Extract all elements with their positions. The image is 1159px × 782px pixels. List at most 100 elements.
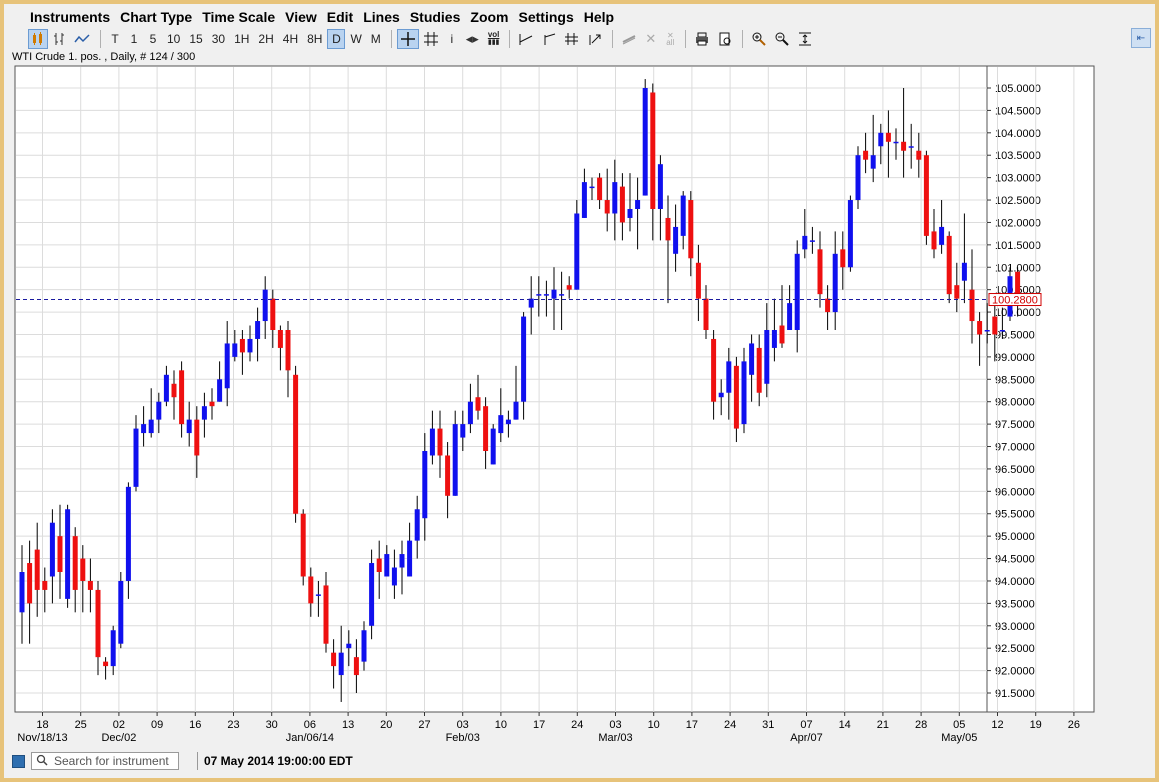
grid-icon[interactable] — [420, 29, 442, 49]
candle-body[interactable] — [688, 200, 694, 259]
candle-body[interactable] — [619, 186, 625, 223]
candle-body[interactable] — [490, 428, 496, 465]
chart-area[interactable]: 105.0000 104.5000 104.0000 103.5000 103.0000… — [12, 64, 1095, 747]
candle-body[interactable] — [847, 200, 853, 268]
candle-body[interactable] — [543, 294, 549, 296]
menu-time-scale[interactable]: Time Scale — [202, 9, 276, 25]
candle-body[interactable] — [703, 298, 709, 330]
candle-body[interactable] — [239, 338, 245, 353]
candle-body[interactable] — [726, 361, 732, 393]
candle-body[interactable] — [285, 330, 291, 371]
candle-body[interactable] — [589, 186, 595, 189]
candle-body[interactable] — [787, 303, 793, 330]
timeframe-tick[interactable]: T — [111, 32, 119, 46]
candle-body[interactable] — [270, 298, 276, 330]
candle-body[interactable] — [612, 182, 618, 214]
candle-body[interactable] — [103, 661, 109, 667]
timeframe-4h[interactable]: 4H — [282, 32, 299, 46]
candle-body[interactable] — [255, 321, 261, 339]
candle-body[interactable] — [771, 330, 777, 348]
channel-icon[interactable] — [561, 29, 583, 49]
candle-body[interactable] — [498, 415, 504, 434]
candle-body[interactable] — [939, 226, 945, 245]
candle-body[interactable] — [399, 554, 405, 568]
candle-body[interactable] — [657, 164, 663, 209]
candle-body[interactable] — [57, 536, 63, 572]
arrow-tool-icon[interactable] — [584, 29, 606, 49]
candle-body[interactable] — [855, 155, 861, 201]
print-preview-icon[interactable] — [714, 29, 736, 49]
candle-body[interactable] — [125, 486, 131, 581]
candle-body[interactable] — [201, 406, 207, 420]
candle-body[interactable] — [232, 343, 238, 357]
timeframe-5m[interactable]: 5 — [149, 32, 157, 46]
candle-body[interactable] — [300, 513, 306, 577]
candle-body[interactable] — [802, 235, 808, 250]
candle-body[interactable] — [80, 558, 86, 581]
candle-body[interactable] — [445, 455, 451, 496]
menu-zoom[interactable]: Zoom — [470, 9, 509, 25]
candle-body[interactable] — [817, 249, 823, 295]
candle-body[interactable] — [521, 316, 527, 402]
candle-body[interactable] — [665, 217, 671, 241]
timeframe-15m[interactable]: 15 — [189, 32, 203, 46]
candle-body[interactable] — [27, 563, 33, 604]
candle-body[interactable] — [992, 316, 998, 335]
candle-body[interactable] — [141, 424, 147, 434]
candle-body[interactable] — [475, 397, 481, 411]
candle-body[interactable] — [19, 572, 25, 613]
candle-body[interactable] — [749, 343, 755, 375]
zoom-in-icon[interactable] — [748, 29, 770, 49]
candle-body[interactable] — [369, 563, 375, 626]
candle-body[interactable] — [961, 262, 967, 281]
candle-body[interactable] — [429, 428, 435, 456]
candle-body[interactable] — [315, 594, 321, 596]
candle-body[interactable] — [825, 298, 831, 313]
print-icon[interactable] — [691, 29, 713, 49]
timeframe-10m[interactable]: 10 — [167, 32, 181, 46]
candle-body[interactable] — [901, 141, 907, 151]
expand-horizontal-icon[interactable]: ◂▸ — [465, 31, 479, 46]
ray-line-icon[interactable] — [538, 29, 560, 49]
candle-body[interactable] — [946, 235, 952, 295]
candle-body[interactable] — [277, 330, 283, 348]
menu-studies[interactable]: Studies — [409, 9, 461, 25]
candle-body[interactable] — [391, 567, 397, 586]
candle-body[interactable] — [718, 392, 724, 398]
timeframe-1m[interactable]: 1 — [130, 32, 138, 46]
menu-settings[interactable]: Settings — [518, 9, 574, 25]
candle-body[interactable] — [870, 155, 876, 169]
candle-body[interactable] — [49, 522, 55, 577]
candle-body[interactable] — [528, 298, 534, 308]
candle-body[interactable] — [376, 558, 382, 572]
panel-toggle-icon[interactable]: ⇤ — [1131, 28, 1151, 48]
candle-body[interactable] — [156, 401, 162, 420]
menu-chart-type[interactable]: Chart Type — [120, 9, 193, 25]
candle-body[interactable] — [331, 652, 337, 667]
candle-body[interactable] — [87, 580, 93, 590]
candle-body[interactable] — [916, 150, 922, 160]
candle-body[interactable] — [353, 657, 359, 676]
candle-body[interactable] — [604, 200, 610, 214]
menu-instruments[interactable]: Instruments — [30, 9, 111, 25]
candle-body[interactable] — [673, 226, 679, 254]
candle-body[interactable] — [384, 554, 390, 577]
crosshair-icon[interactable] — [396, 29, 419, 49]
fit-vertical-icon[interactable] — [794, 29, 816, 49]
candle-body[interactable] — [779, 325, 785, 344]
candle-body[interactable] — [885, 132, 891, 142]
candle-body[interactable] — [977, 321, 983, 335]
menu-lines[interactable]: Lines — [363, 9, 400, 25]
timeframe-30m[interactable]: 30 — [211, 32, 226, 46]
candle-body[interactable] — [642, 88, 648, 196]
candle-body[interactable] — [483, 406, 489, 451]
menu-edit[interactable]: Edit — [326, 9, 354, 25]
candle-body[interactable] — [407, 540, 413, 577]
candle-body[interactable] — [163, 374, 169, 402]
candle-body[interactable] — [999, 330, 1005, 332]
candle-body[interactable] — [308, 576, 314, 604]
delete-icon[interactable]: ✕ — [645, 31, 657, 46]
candle-body[interactable] — [893, 141, 899, 144]
candle-body[interactable] — [72, 536, 78, 590]
candle-body[interactable] — [627, 209, 633, 218]
